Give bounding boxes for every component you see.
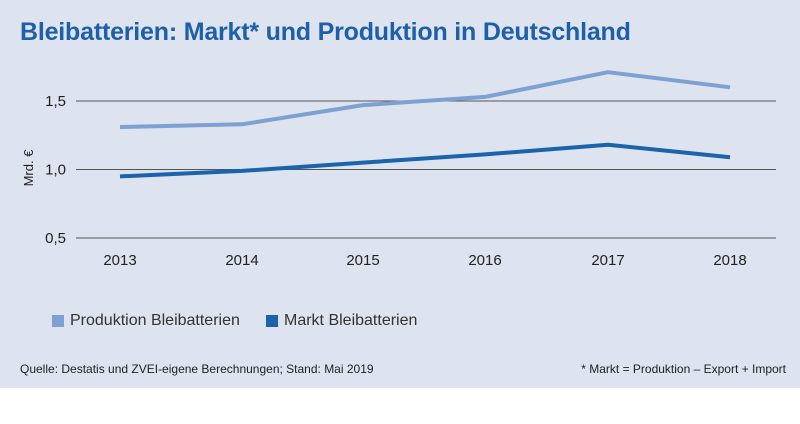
footnote: * Markt = Produktion – Export + Import	[581, 362, 786, 376]
x-tick-label: 2016	[468, 252, 501, 269]
chart-panel	[0, 0, 800, 388]
legend-label-markt: Markt Bleibatterien	[284, 312, 418, 329]
y-tick-label: 0,5	[45, 230, 66, 247]
legend-label-produktion: Produktion Bleibatterien	[70, 312, 240, 329]
legend-item-markt: Markt Bleibatterien	[266, 312, 417, 330]
x-tick-label: 2017	[591, 252, 624, 269]
chart-plot: 0,5 1,0 1,5 2013 2014 2015 2016 2017 2018 Mrd. €	[21, 70, 776, 269]
x-tick-label: 2014	[225, 252, 258, 269]
legend-item-produktion: Produktion Bleibatterien	[52, 312, 240, 330]
x-tick-label: 2015	[346, 252, 379, 269]
y-tick-label: 1,5	[45, 93, 66, 110]
series-line-markt	[119, 142, 731, 179]
x-tick-label: 2018	[713, 252, 746, 269]
source-note: Quelle: Destatis und ZVEI-eigene Berechn…	[20, 362, 374, 376]
legend-swatch-markt	[266, 315, 278, 327]
x-tick-label: 2013	[103, 252, 136, 269]
legend-swatch-produktion	[52, 315, 64, 327]
y-axis-label: Mrd. €	[21, 149, 36, 187]
chart-title: Bleibatterien: Markt* und Produktion in …	[20, 18, 631, 46]
series-line-produktion	[119, 70, 731, 129]
y-tick-label: 1,0	[45, 162, 66, 179]
